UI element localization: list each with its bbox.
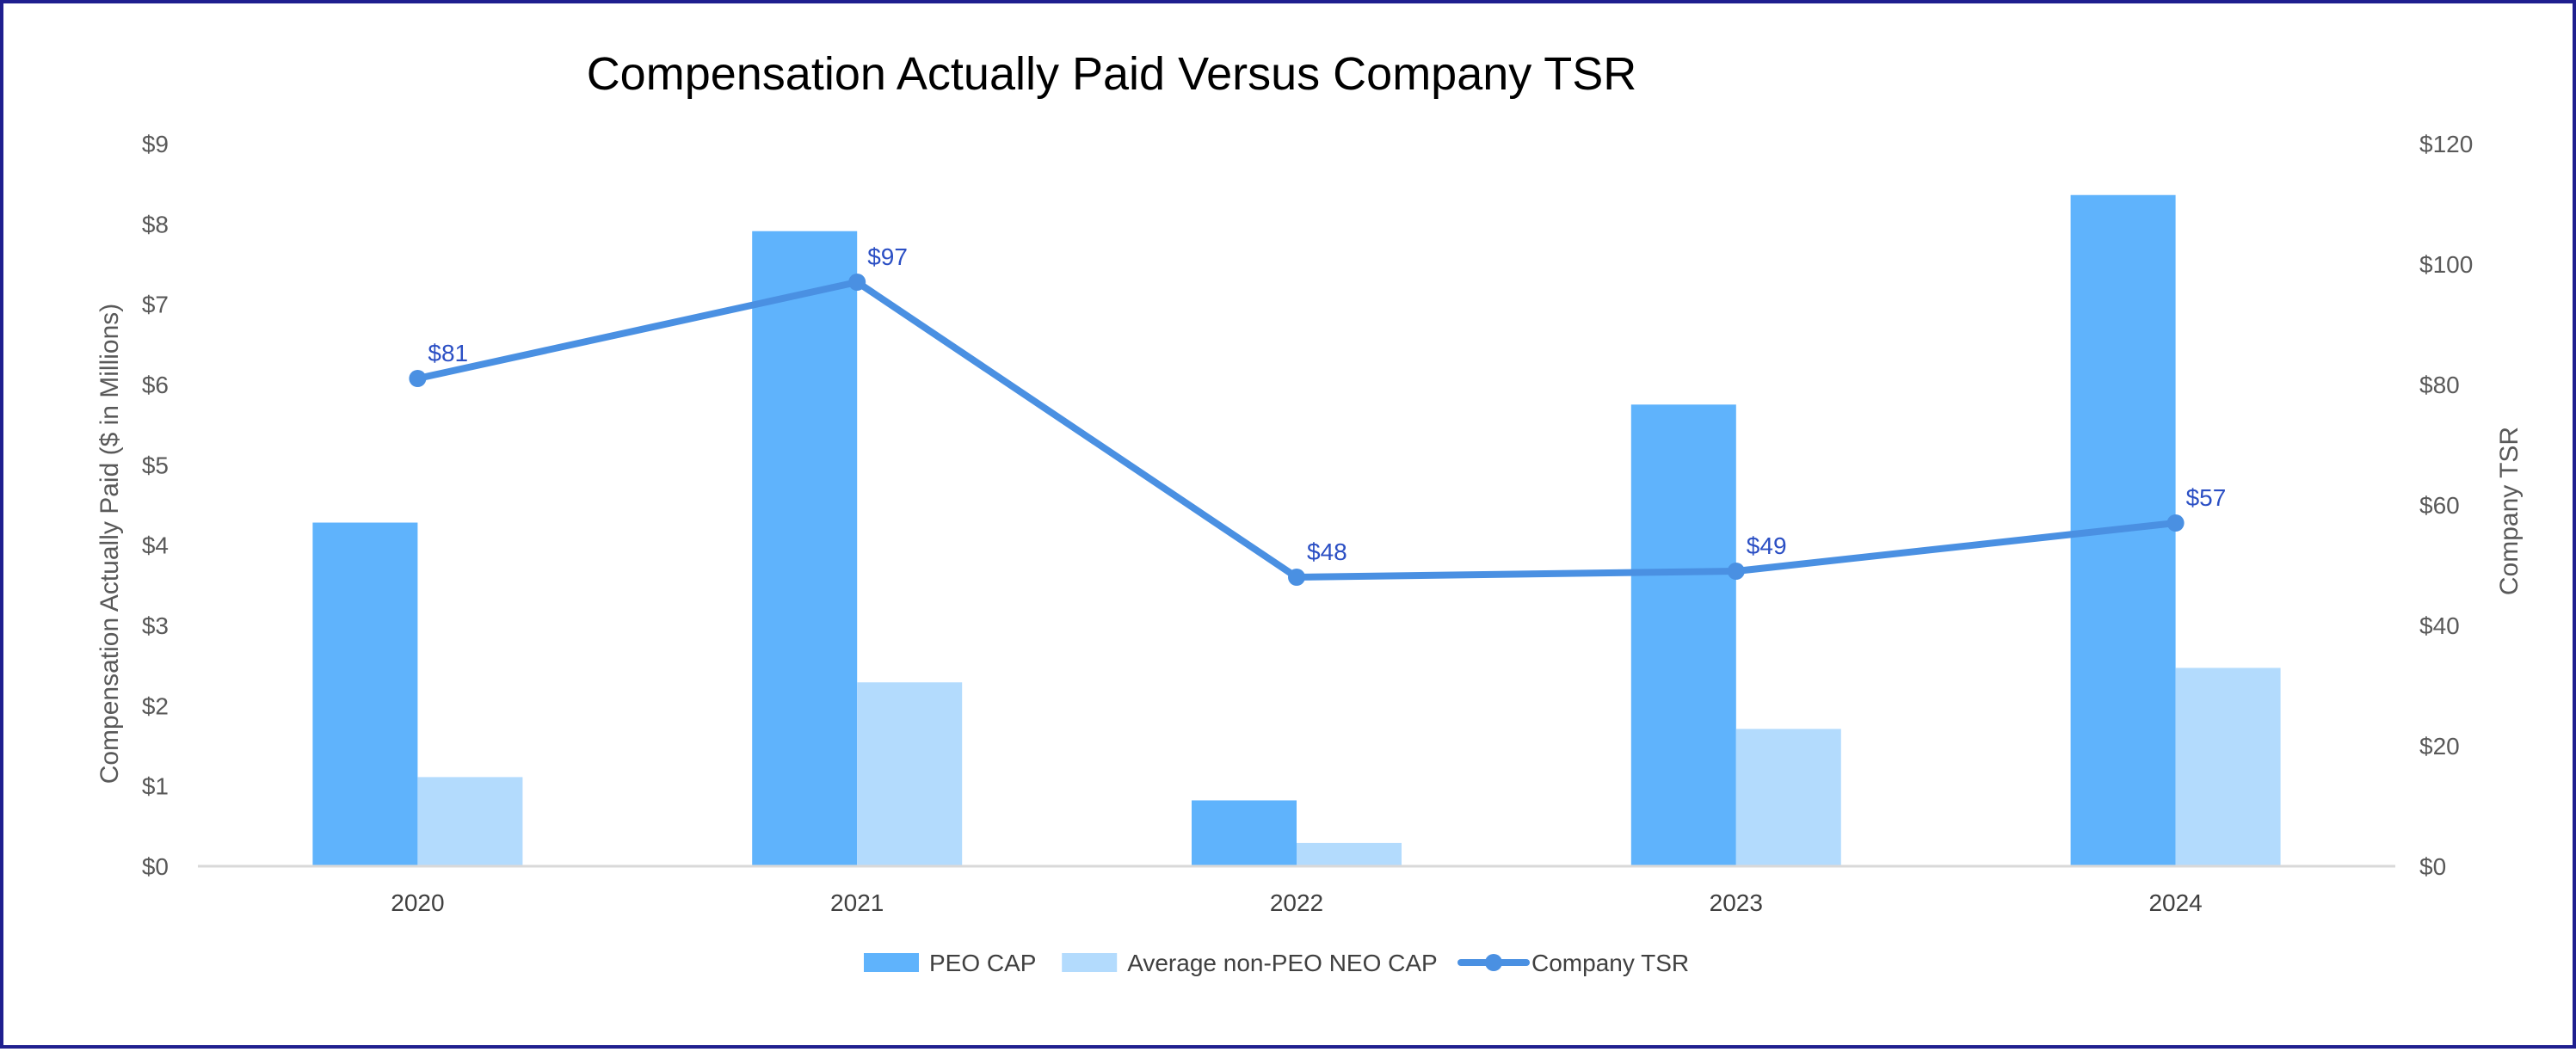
data-label-company-tsr: $49 [1747, 532, 1787, 559]
line-company-tsr [414, 279, 2179, 581]
point-company-tsr-2024 [2166, 514, 2185, 532]
point-company-tsr-2023 [1727, 563, 1745, 580]
chart-title: Compensation Actually Paid Versus Compan… [587, 48, 1637, 100]
bar-average-non-peo-neo-cap-2024 [2175, 667, 2281, 866]
x-tick-label: 2022 [1270, 889, 1323, 916]
y-right-tick-label: $0 [2419, 853, 2446, 880]
bar-average-non-peo-neo-cap-2020 [417, 777, 523, 866]
point-company-tsr-2022 [1288, 569, 1305, 586]
y-right-tick-label: $60 [2419, 492, 2460, 519]
bar-average-non-peo-neo-cap-2021 [857, 682, 963, 866]
data-label-company-tsr: $48 [1307, 538, 1347, 565]
y-right-tick-label: $20 [2419, 733, 2460, 760]
bar-peo-cap-2020 [312, 522, 418, 866]
y-left-tick-label: $8 [142, 211, 169, 237]
data-label-company-tsr: $97 [867, 243, 908, 270]
legend-marker-company-tsr [1485, 954, 1502, 971]
legend-label-company-tsr: Company TSR [1531, 950, 1689, 976]
chart: Compensation Actually Paid Versus Compan… [96, 48, 2524, 976]
y-right-tick-label: $100 [2419, 251, 2473, 278]
y-left-tick-label: $0 [142, 853, 169, 880]
y-right-tick-label: $120 [2419, 131, 2473, 157]
legend-swatch-peo-cap [864, 953, 919, 972]
y-left-tick-label: $4 [142, 532, 169, 559]
x-tick-label: 2024 [2148, 889, 2202, 916]
bar-peo-cap-2023 [1630, 404, 1736, 866]
y-left-tick-label: $7 [142, 292, 169, 318]
legend-label-peo-cap: PEO CAP [929, 950, 1036, 976]
point-company-tsr-2020 [409, 370, 427, 387]
legend-label-average-non-peo-neo-cap: Average non-PEO NEO CAP [1127, 950, 1438, 976]
y-left-tick-label: $2 [142, 692, 169, 719]
point-company-tsr-2021 [848, 274, 866, 291]
y-right-tick-label: $40 [2419, 612, 2460, 639]
data-label-company-tsr: $57 [2186, 484, 2227, 511]
x-tick-label: 2020 [391, 889, 444, 916]
bar-peo-cap-2021 [752, 231, 858, 866]
y-left-tick-label: $9 [142, 131, 169, 157]
x-tick-label: 2021 [830, 889, 884, 916]
data-label-company-tsr: $81 [428, 340, 468, 366]
y-axis-right-title: Company TSR [2495, 427, 2524, 595]
y-right-tick-label: $80 [2419, 372, 2460, 398]
y-left-tick-label: $5 [142, 452, 169, 478]
bar-average-non-peo-neo-cap-2022 [1297, 842, 1402, 866]
bar-average-non-peo-neo-cap-2023 [1735, 729, 1841, 866]
y-left-tick-label: $6 [142, 372, 169, 398]
legend-swatch-average-non-peo-neo-cap [1062, 953, 1118, 972]
y-left-tick-label: $3 [142, 612, 169, 639]
y-axis-left-title: Compensation Actually Paid ($ in Million… [96, 304, 124, 784]
y-left-tick-label: $1 [142, 773, 169, 800]
bar-peo-cap-2022 [1192, 800, 1297, 866]
x-tick-label: 2023 [1710, 889, 1763, 916]
